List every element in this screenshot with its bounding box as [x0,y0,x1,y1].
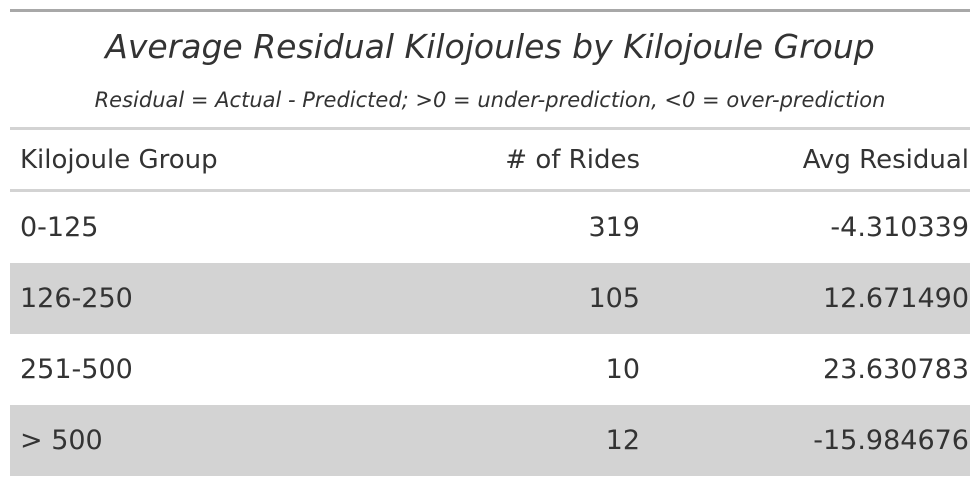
header-divider [10,189,970,192]
table-header-row: Kilojoule Group # of Rides Avg Residual [10,130,970,189]
residual-table: Average Residual Kilojoules by Kilojoule… [10,9,970,476]
table-row: 0-125 319 -4.310339 [10,192,970,263]
cell-kilojoule-group: 0-125 [20,212,99,243]
cell-rides: 105 [588,283,640,314]
table-row: 251-500 10 23.630783 [10,334,970,405]
cell-rides: 319 [588,212,640,243]
table-row: 126-250 105 12.671490 [10,263,970,334]
table-row: > 500 12 -15.984676 [10,405,970,476]
cell-avg-residual: 23.630783 [822,354,969,385]
cell-avg-residual: -15.984676 [813,425,969,456]
column-header-avg-residual: Avg Residual [802,144,969,175]
table-title: Average Residual Kilojoules by Kilojoule… [105,27,875,66]
cell-avg-residual: 12.671490 [822,283,969,314]
cell-kilojoule-group: 251-500 [20,354,133,385]
cell-rides: 12 [605,425,640,456]
cell-kilojoule-group: 126-250 [20,283,133,314]
cell-avg-residual: -4.310339 [830,212,969,243]
column-header-kilojoule-group: Kilojoule Group [20,144,218,175]
cell-kilojoule-group: > 500 [20,425,103,456]
column-header-rides: # of Rides [505,144,640,175]
table-top-rule [10,9,970,12]
cell-rides: 10 [605,354,640,385]
title-divider [10,127,970,130]
table-subtitle: Residual = Actual - Predicted; >0 = unde… [94,88,886,112]
